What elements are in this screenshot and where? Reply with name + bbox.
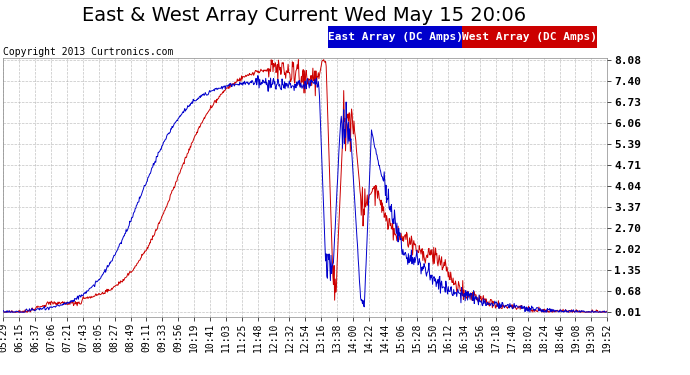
Text: East Array (DC Amps): East Array (DC Amps)	[328, 32, 462, 42]
Text: East & West Array Current Wed May 15 20:06: East & West Array Current Wed May 15 20:…	[81, 6, 526, 25]
Text: Copyright 2013 Curtronics.com: Copyright 2013 Curtronics.com	[3, 47, 174, 57]
Text: West Array (DC Amps): West Array (DC Amps)	[462, 32, 597, 42]
